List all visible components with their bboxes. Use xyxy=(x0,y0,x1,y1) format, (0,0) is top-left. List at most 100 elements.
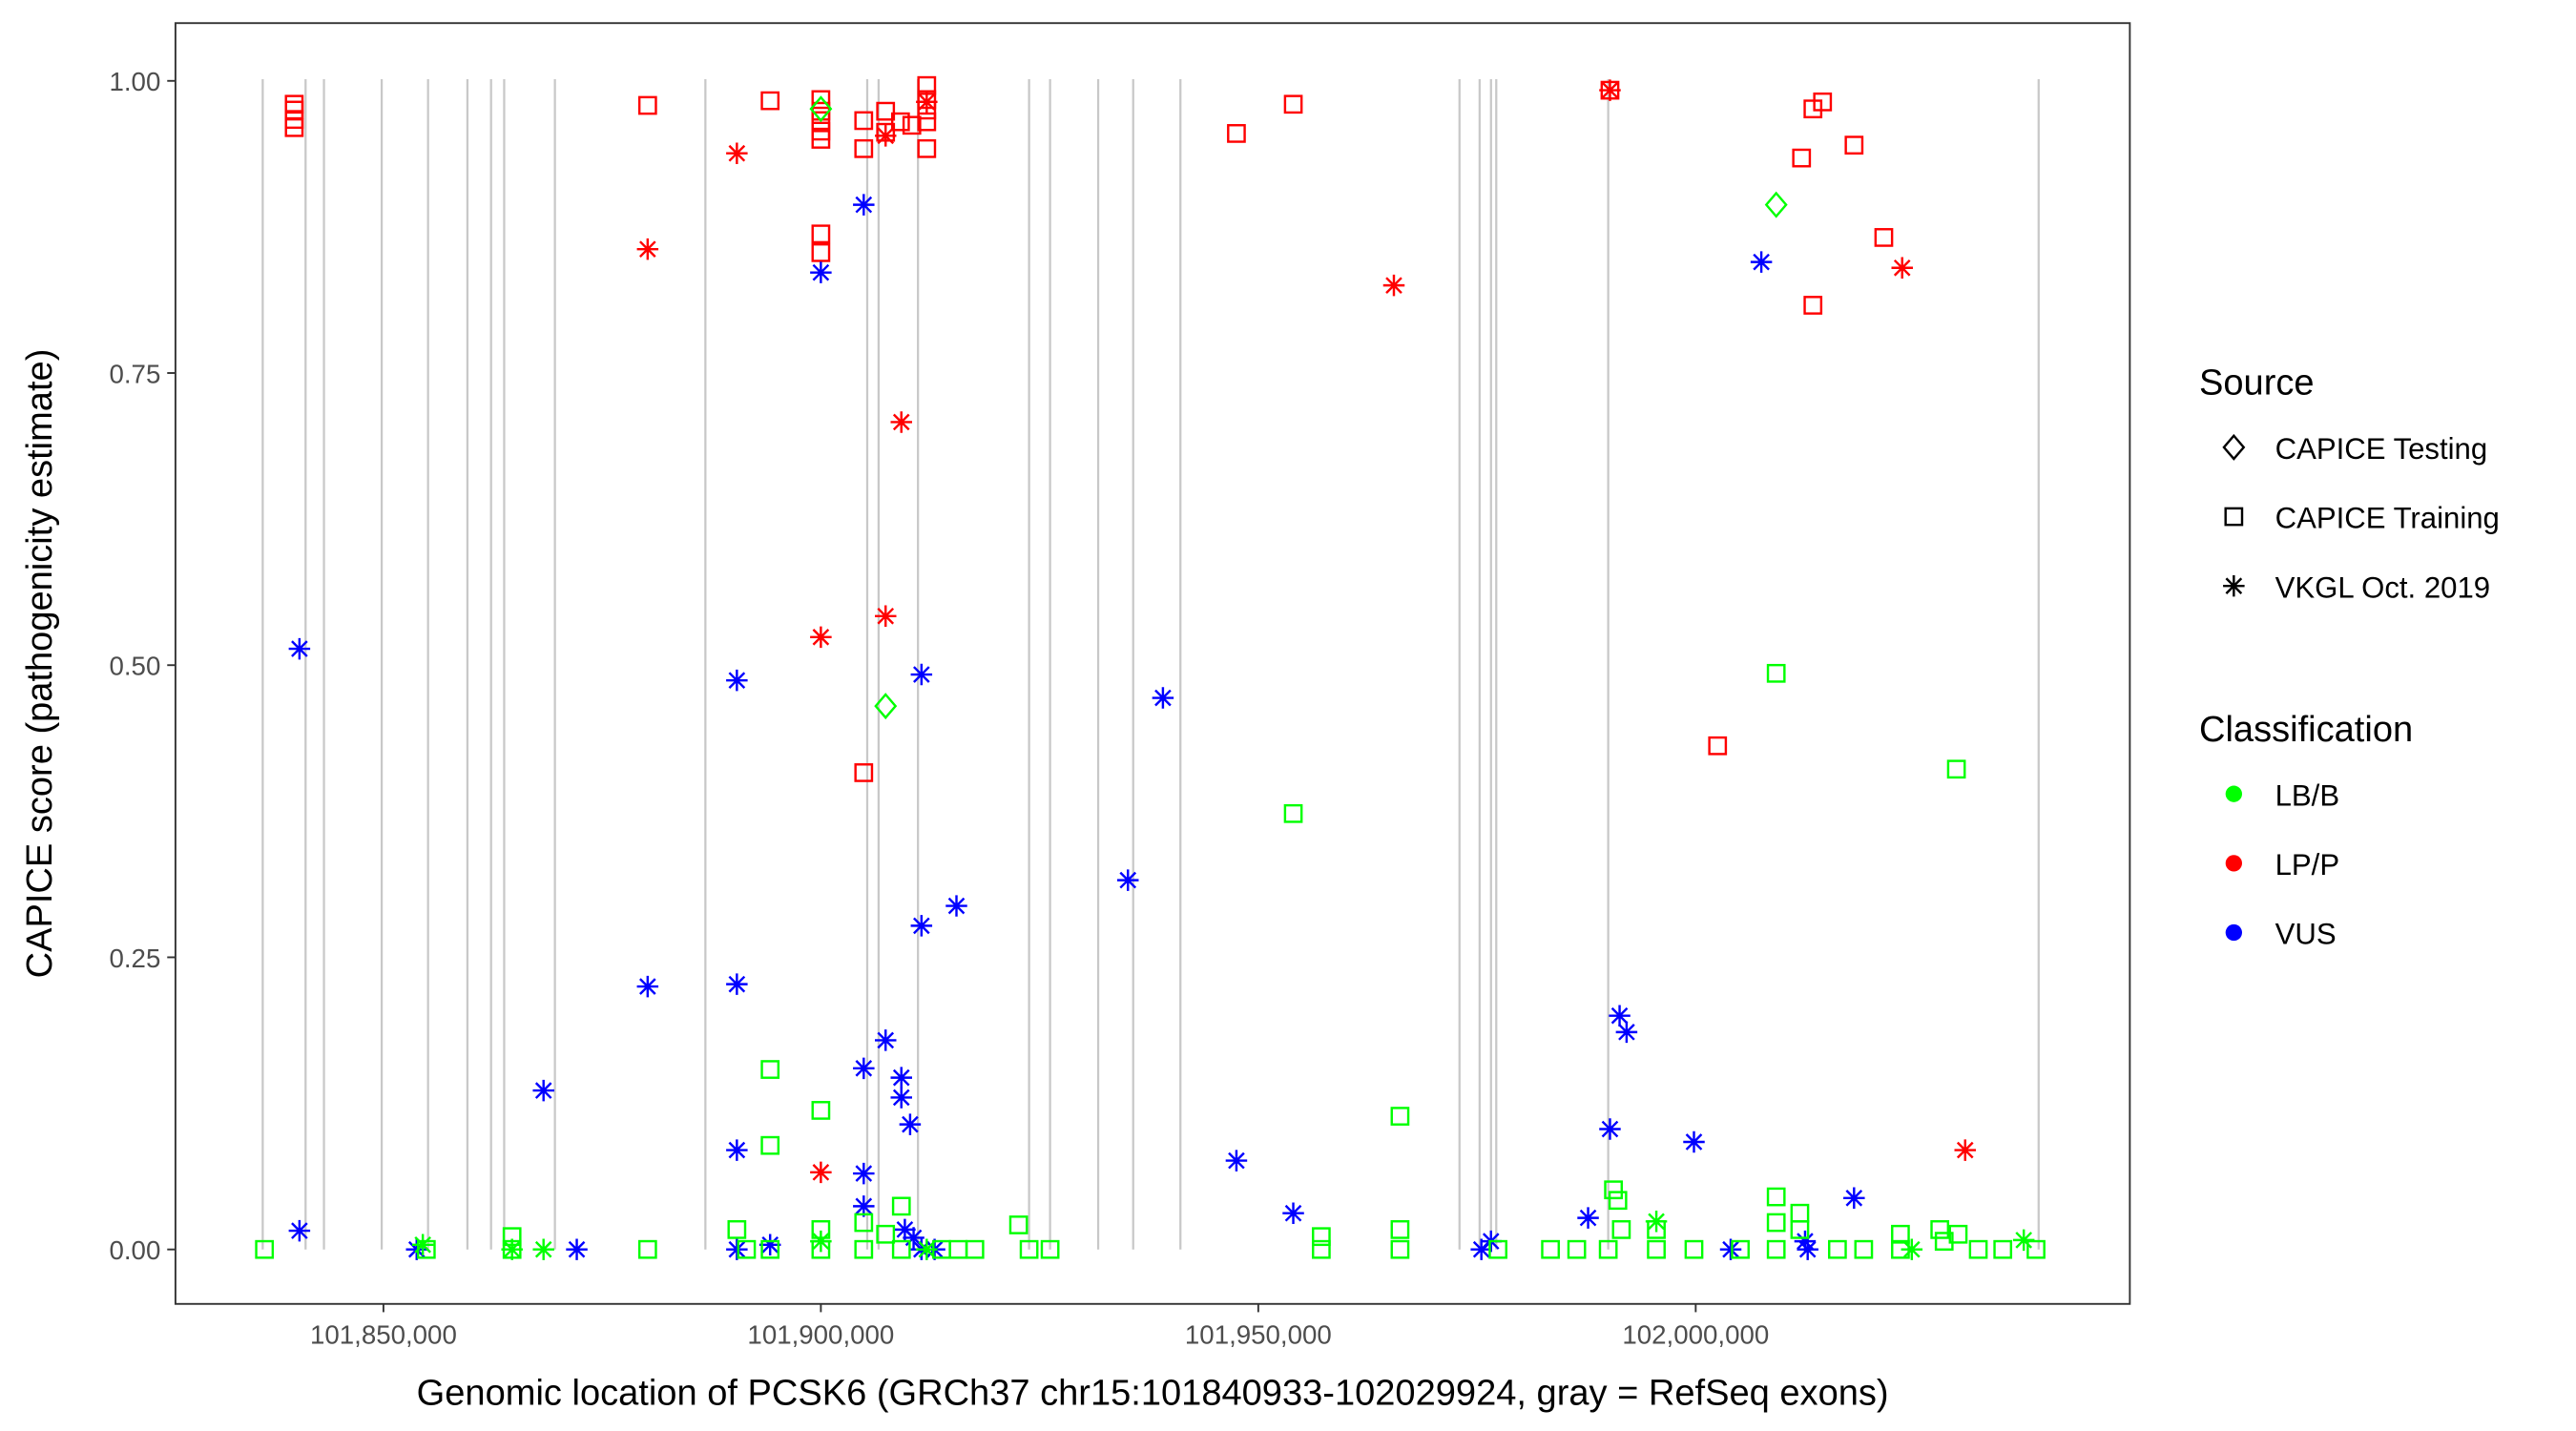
asterisk-point-lb-b xyxy=(2012,1229,2035,1252)
x-tick-label: 101,950,000 xyxy=(1185,1319,1332,1349)
square-point-lb-b xyxy=(1934,1232,1954,1251)
asterisk-point-lb-b xyxy=(532,1238,554,1260)
asterisk-point-vus xyxy=(1843,1187,1865,1210)
asterisk-point-vus xyxy=(1225,1150,1248,1172)
asterisk-point-lp-p xyxy=(1891,257,1913,280)
asterisk-point-vus xyxy=(1470,1238,1492,1260)
square-point-lp-p xyxy=(854,111,874,131)
asterisk-point-lp-p xyxy=(874,605,897,628)
asterisk-point-vus xyxy=(726,1238,748,1260)
square-point-lp-p xyxy=(917,112,937,132)
diamond-point-lb-b xyxy=(809,95,833,123)
asterisk-point-lp-p xyxy=(636,238,659,260)
square-point-lb-b xyxy=(1766,1187,1786,1207)
asterisk-point-vus xyxy=(810,261,832,283)
asterisk-point-lb-b xyxy=(501,1238,523,1260)
square-point-lb-b xyxy=(1567,1239,1587,1259)
x-axis: 101,850,000 101,900,000 101,950,000 102,000… xyxy=(310,1303,1769,1349)
y-tick-label: 1.00 xyxy=(109,67,160,96)
asterisk-point-vus xyxy=(1609,1005,1631,1027)
asterisk-point-lb-b xyxy=(1645,1211,1668,1233)
square-point-lb-b xyxy=(1312,1227,1331,1247)
legend-asterisk-icon xyxy=(2223,574,2245,597)
square-point-lb-b xyxy=(1946,759,1966,779)
square-point-lb-b xyxy=(1008,1215,1028,1234)
x-tick-label: 101,850,000 xyxy=(310,1319,457,1349)
asterisk-point-vus xyxy=(1152,687,1174,709)
y-tick-label: 0.25 xyxy=(109,944,160,973)
diamond-point-lb-b xyxy=(874,693,898,720)
asterisk-point-vus xyxy=(899,1113,922,1135)
asterisk-point-vus xyxy=(726,1139,748,1161)
square-point-lp-p xyxy=(1708,736,1728,756)
square-point-lb-b xyxy=(1608,1191,1628,1211)
asterisk-point-vus xyxy=(910,915,933,937)
square-point-lp-p xyxy=(1803,296,1823,315)
square-point-lb-b xyxy=(1684,1239,1704,1259)
plot-panel-border xyxy=(174,22,2131,1305)
square-point-lb-b xyxy=(811,1101,831,1120)
square-point-lp-p xyxy=(811,224,831,244)
asterisk-point-vus xyxy=(890,1067,912,1089)
square-point-lb-b xyxy=(891,1196,911,1216)
asterisk-point-vus xyxy=(853,1162,875,1185)
asterisk-point-vus xyxy=(910,663,933,686)
asterisk-point-lp-p xyxy=(1599,79,1621,101)
square-point-lb-b xyxy=(1598,1239,1618,1259)
asterisk-point-lb-b xyxy=(1901,1238,1923,1260)
square-point-lb-b xyxy=(1390,1220,1410,1239)
asterisk-point-vus xyxy=(1577,1207,1599,1229)
legend-item-classification: LP/P xyxy=(2275,848,2339,881)
asterisk-point-vus xyxy=(853,1195,875,1217)
asterisk-point-vus xyxy=(894,1218,916,1241)
square-point-lb-b xyxy=(1040,1239,1060,1259)
square-point-lb-b xyxy=(255,1239,275,1259)
asterisk-point-lp-p xyxy=(916,91,938,114)
legend-item-source: CAPICE Testing xyxy=(2275,432,2488,466)
asterisk-point-lp-p xyxy=(890,411,912,433)
asterisk-point-lp-p xyxy=(1954,1139,1977,1161)
asterisk-point-vus xyxy=(1615,1021,1638,1044)
square-point-lb-b xyxy=(876,1224,896,1244)
square-point-lb-b xyxy=(854,1239,874,1259)
square-point-lb-b xyxy=(854,1213,874,1233)
asterisk-point-vus xyxy=(758,1234,781,1256)
asterisk-point-lp-p xyxy=(1382,274,1405,297)
square-point-lp-p xyxy=(854,763,874,782)
asterisk-point-vus xyxy=(903,1227,924,1249)
square-point-lp-p xyxy=(1813,92,1833,112)
square-point-lp-p xyxy=(917,138,937,158)
square-point-lb-b xyxy=(1993,1239,2013,1259)
y-tick-label: 0.75 xyxy=(109,359,160,388)
square-point-lb-b xyxy=(1488,1239,1507,1259)
square-point-lp-p xyxy=(902,115,922,135)
square-point-lp-p xyxy=(811,242,831,262)
square-point-lb-b xyxy=(1766,663,1786,683)
square-point-lp-p xyxy=(811,130,831,149)
asterisk-point-vus xyxy=(636,975,659,998)
data-points xyxy=(255,75,2046,1260)
legend-square-icon xyxy=(2224,507,2244,527)
square-point-lb-b xyxy=(2026,1239,2046,1259)
square-point-lp-p xyxy=(811,111,831,131)
asterisk-point-lp-p xyxy=(874,125,897,147)
square-point-lp-p xyxy=(760,91,780,111)
asterisk-point-lp-p xyxy=(726,142,748,164)
x-tick-label: 101,900,000 xyxy=(747,1319,894,1349)
square-point-lb-b xyxy=(727,1220,747,1239)
square-point-lb-b xyxy=(1390,1239,1410,1259)
square-point-lb-b xyxy=(1390,1107,1410,1126)
asterisk-point-vus xyxy=(1282,1202,1304,1224)
y-tick-label: 0.50 xyxy=(109,652,160,681)
square-point-lb-b xyxy=(1891,1224,1910,1244)
legend-title-source: Source xyxy=(2199,363,2315,403)
square-point-lb-b xyxy=(1611,1220,1631,1239)
asterisk-point-vus xyxy=(945,895,967,917)
asterisk-point-vus xyxy=(566,1238,588,1260)
square-point-lb-b xyxy=(1019,1239,1039,1259)
square-point-lb-b xyxy=(965,1239,985,1259)
square-point-lb-b xyxy=(637,1239,657,1259)
asterisk-point-vus xyxy=(1750,251,1773,273)
x-tick-label: 102,000,000 xyxy=(1622,1319,1769,1349)
